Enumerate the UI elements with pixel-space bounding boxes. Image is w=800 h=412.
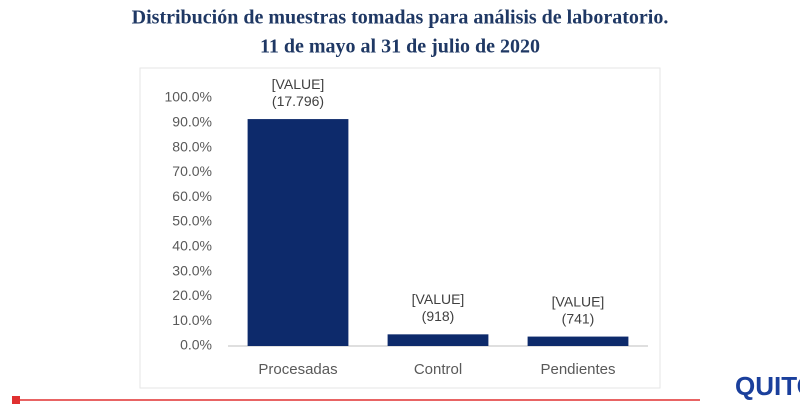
y-tick-label: 30.0% — [172, 262, 212, 278]
y-tick-label: 20.0% — [172, 287, 212, 303]
y-tick-label: 60.0% — [172, 188, 212, 204]
y-tick-label: 10.0% — [172, 312, 212, 328]
bar — [527, 336, 629, 346]
logo: QUITO — [735, 371, 800, 401]
data-label: [VALUE] — [552, 293, 605, 309]
y-tick-label: 0.0% — [180, 337, 212, 353]
y-tick-label: 90.0% — [172, 114, 212, 130]
footer-square — [12, 396, 20, 404]
chart-title: Distribución de muestras tomadas para an… — [132, 7, 669, 29]
y-tick-label: 100.0% — [165, 89, 212, 105]
x-tick-label: Pendientes — [540, 361, 615, 378]
data-label: [VALUE] — [272, 76, 325, 92]
x-tick-label: Procesadas — [258, 361, 337, 378]
chart-subtitle: 11 de mayo al 31 de julio de 2020 — [260, 36, 540, 58]
y-tick-label: 40.0% — [172, 238, 212, 254]
y-tick-label: 50.0% — [172, 213, 212, 229]
y-tick-label: 70.0% — [172, 163, 212, 179]
data-label: [VALUE] — [412, 291, 465, 307]
bar — [387, 334, 489, 346]
bar — [247, 119, 349, 346]
data-count: (17.796) — [272, 93, 324, 109]
data-count: (741) — [562, 310, 595, 326]
x-tick-label: Control — [414, 361, 462, 378]
y-tick-label: 80.0% — [172, 138, 212, 154]
data-count: (918) — [422, 308, 455, 324]
